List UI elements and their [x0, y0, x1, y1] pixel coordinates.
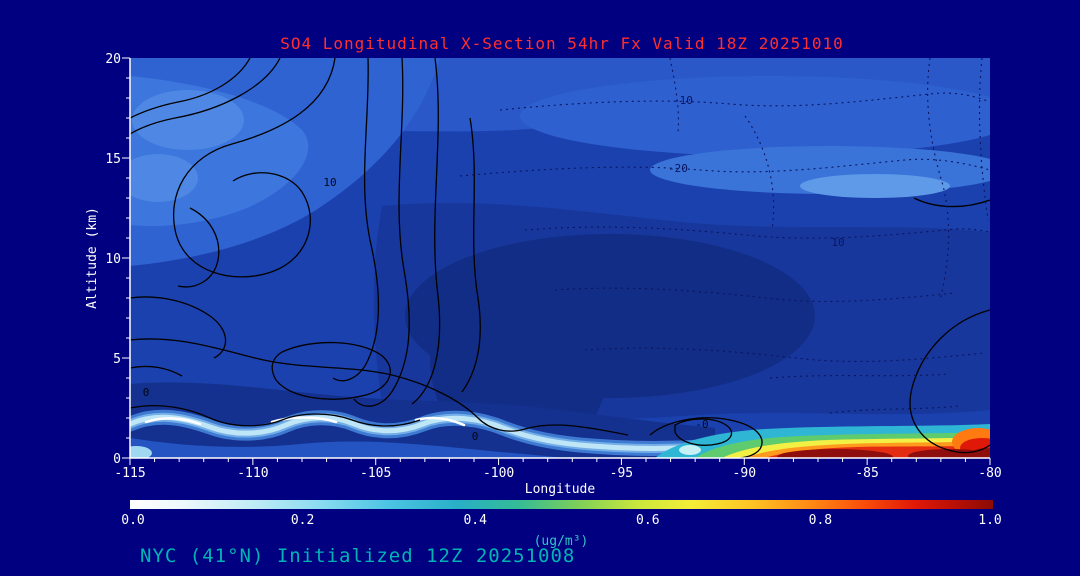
path-decor: [172, 58, 336, 278]
y-tick-label: 20: [105, 52, 121, 67]
path-decor: [913, 197, 990, 208]
path-decor: [499, 92, 990, 111]
y-axis-ticks: [122, 57, 130, 459]
x-tick-label: -85: [855, 466, 878, 481]
ellipse-decor: [777, 449, 893, 458]
colorbar-tick-label: 0.8: [809, 513, 832, 528]
colorbar-tick-label: 0.0: [121, 513, 144, 528]
y-tick-label: 10: [105, 252, 121, 267]
contour-label: 0: [143, 386, 150, 399]
path-decor: [130, 438, 562, 458]
footer-text: NYC (41°N) Initialized 12Z 20251008: [140, 545, 575, 567]
x-tick-labels: -115 -110 -105 -100 -95 -90 -85 -80: [114, 466, 1001, 481]
y-tick-label: 5: [113, 352, 121, 367]
path-decor: [130, 338, 629, 436]
plot-area: -10 -20 10 10 0 -0 0: [130, 58, 990, 458]
path-decor: [669, 58, 679, 134]
ellipse-decor: [520, 76, 990, 156]
y-tick-label: 15: [105, 152, 121, 167]
ellipse-decor: [800, 174, 950, 198]
path-decor: [332, 58, 380, 382]
path-decor: [130, 414, 705, 451]
colorbar-tick-label: 0.2: [291, 513, 314, 528]
contour-label: -20: [668, 162, 688, 175]
contour-label: 10: [323, 176, 336, 189]
colorbar-tick-label: 1.0: [978, 513, 1001, 528]
path-decor: [927, 58, 950, 301]
x-tick-label: -105: [360, 466, 391, 481]
path-decor: [909, 309, 990, 454]
ellipse-decor: [130, 446, 152, 458]
x-axis-label: Longitude: [525, 482, 596, 497]
path-decor: [353, 58, 410, 407]
path-decor: [130, 404, 421, 427]
path-decor: [649, 417, 763, 458]
contour-value-labels: -10 -20 10 10 0 -0 0: [143, 94, 845, 443]
elevated-so4-band: [130, 409, 710, 456]
colorbar-tick-labels: 0.0 0.2 0.4 0.6 0.8 1.0: [121, 513, 1001, 528]
colorbar-tick-label: 0.4: [463, 513, 487, 528]
path-decor: [130, 365, 183, 377]
y-tick-label: 0: [113, 452, 121, 467]
path-decor: [554, 287, 956, 303]
ellipse-decor: [908, 449, 990, 458]
path-decor: [130, 58, 251, 119]
path-decor: [584, 347, 986, 363]
x-tick-label: -100: [483, 466, 514, 481]
ellipse-decor: [132, 90, 244, 150]
contour-label: 10: [831, 236, 844, 249]
x-tick-label: -110: [237, 466, 268, 481]
x-tick-label: -115: [114, 466, 145, 481]
ellipse-decor: [971, 448, 990, 458]
path-decor: [414, 416, 466, 427]
x-tick-label: -90: [733, 466, 756, 481]
x-axis-ticks: [129, 458, 991, 465]
path-decor: [829, 405, 961, 414]
contour-label: -0: [695, 418, 708, 431]
path-decor: [744, 115, 775, 231]
ellipse-decor: [130, 154, 198, 202]
x-tick-label: -80: [978, 466, 1001, 481]
path-decor: [130, 296, 227, 359]
contour-label: -10: [673, 94, 693, 107]
chart-title: SO4 Longitudinal X-Section 54hr Fx Valid…: [280, 34, 844, 53]
dashed-contour-lines: [459, 58, 990, 414]
colorbar-units-label: (ug/m³): [534, 534, 589, 549]
path-decor: [411, 58, 441, 405]
path-decor: [524, 226, 990, 239]
path-decor: [130, 58, 281, 135]
y-tick-labels: 0 5 10 15 20: [105, 52, 121, 467]
ellipse-decor: [679, 445, 701, 455]
path-decor: [270, 416, 338, 424]
path-decor: [769, 373, 951, 379]
path-decor: [144, 417, 202, 426]
contour-label: 0: [472, 430, 479, 443]
path-decor: [674, 418, 733, 446]
path-decor: [271, 341, 391, 400]
colorbar: [130, 500, 993, 509]
solid-contour-lines: [130, 58, 990, 458]
y-axis-label: Altitude (km): [85, 207, 100, 309]
path-decor: [459, 158, 990, 177]
path-decor: [177, 207, 220, 288]
filled-contours: [130, 58, 990, 458]
path-decor: [461, 117, 481, 393]
x-tick-label: -95: [610, 466, 633, 481]
colorbar-tick-label: 0.6: [636, 513, 659, 528]
